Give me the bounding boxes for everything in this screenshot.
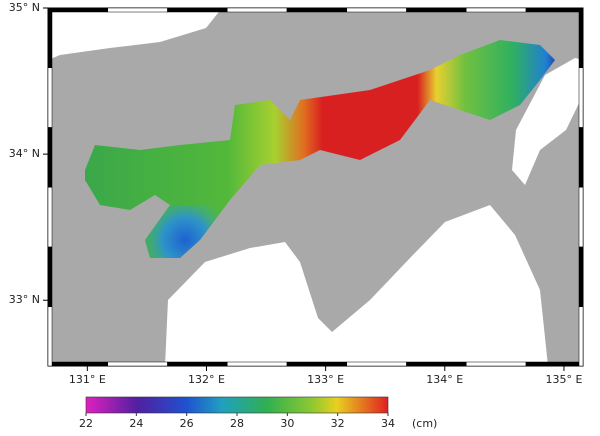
sea [48,8,222,60]
frame-band [227,361,288,367]
frame-band [167,361,228,367]
frame-band [167,7,228,13]
map-area [48,8,583,366]
frame-band [47,306,53,367]
frame-band [47,187,53,248]
colorbar-tick-label: 32 [331,417,345,430]
frame-band [578,127,584,188]
frame-band [286,361,347,367]
frame-band [47,127,53,188]
sea-level-field [145,200,230,258]
colorbar [85,396,389,414]
frame-band [525,361,584,367]
frame-band [47,246,53,307]
frame-band [227,7,288,13]
colorbar-tick-label: 30 [280,417,294,430]
frame-band [578,7,584,68]
frame-band [578,246,584,307]
lat-tick-label: 33° N [9,293,40,306]
colorbar-tick-label: 34 [381,417,395,430]
frame-band [346,7,407,13]
colorbar-unit: (cm) [412,417,437,430]
lat-tick-label: 34° N [9,147,40,160]
frame-band [47,7,108,13]
lat-tick-label: 35° N [9,1,40,14]
lon-tick-label: 133° E [307,373,344,386]
colorbar-tick-label: 22 [79,417,93,430]
sea-level-field [85,40,555,258]
frame-band [578,306,584,367]
frame-band [47,7,53,68]
sea [165,205,548,366]
frame-band [346,361,407,367]
colorbar-tick-label: 26 [180,417,194,430]
lon-tick-label: 131° E [69,373,106,386]
colorbar-tick-label: 28 [230,417,244,430]
frame-band [47,67,53,128]
frame-band [406,7,467,13]
frame-band [107,361,168,367]
frame-band [107,7,168,13]
lon-tick-label: 135° E [545,373,582,386]
frame-band [466,361,527,367]
sea [512,58,583,185]
frame-band [406,361,467,367]
frame-band [578,187,584,248]
frame-band [466,7,527,13]
lon-tick-label: 132° E [188,373,225,386]
colorbar-tick-label: 24 [129,417,143,430]
frame-band [525,7,584,13]
lon-tick-label: 134° E [426,373,463,386]
frame-band [286,7,347,13]
frame-band [47,361,108,367]
frame-band [578,67,584,128]
